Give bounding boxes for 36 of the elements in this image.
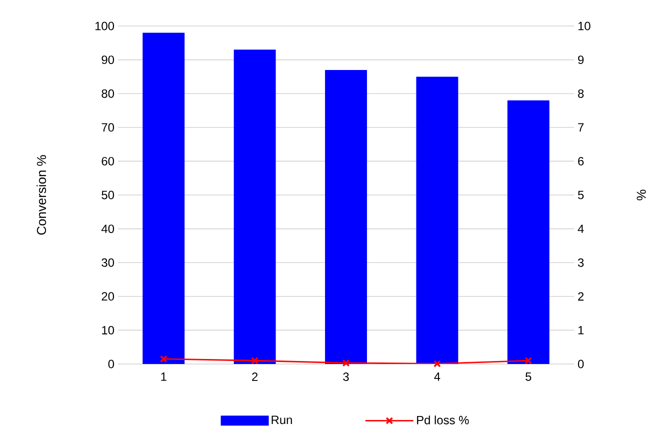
bar: [234, 50, 276, 364]
y-tick-label: 10: [102, 326, 114, 334]
legend-label: Run: [272, 416, 292, 424]
y2-tick-label: 1: [578, 326, 584, 334]
y-tick-label: 20: [102, 292, 114, 301]
y-tick-label: 90: [102, 56, 114, 64]
y2-tick-label: 8: [578, 89, 584, 98]
y2-tick-label: 7: [578, 123, 584, 132]
y2-tick-label: 4: [578, 224, 584, 233]
y2-tick-label: 2: [578, 292, 584, 301]
y2-tick-label: 10: [578, 22, 590, 30]
y2-axis-title: %: [636, 190, 646, 200]
y-tick-label: 80: [102, 89, 114, 98]
y-tick-label: 100: [95, 22, 114, 30]
y-axis-title: Conversion %: [36, 155, 46, 235]
y-tick-label: 50: [102, 190, 114, 200]
legend-label: Pd loss %: [417, 416, 469, 424]
bar: [325, 70, 367, 364]
bar: [507, 100, 550, 364]
x-tick-label: 1: [161, 372, 166, 381]
x-tick-label: 3: [343, 372, 349, 381]
y2-tick-label: 9: [578, 56, 584, 64]
y-tick-label: 70: [102, 123, 114, 132]
y2-tick-label: 0: [578, 360, 584, 368]
y-tick-label: 30: [102, 258, 114, 267]
bar: [142, 32, 185, 364]
y2-tick-label: 5: [578, 190, 584, 200]
x-tick-label: 5: [526, 372, 532, 381]
x-tick-label: 4: [434, 372, 440, 381]
x-tick-label: 2: [252, 372, 258, 381]
y2-tick-label: 6: [578, 156, 584, 166]
y-tick-label: 60: [102, 156, 114, 166]
bar: [416, 76, 458, 364]
y-tick-label: 40: [101, 224, 114, 234]
y2-tick-label: 3: [578, 258, 584, 267]
y-tick-label: 0: [108, 360, 114, 368]
